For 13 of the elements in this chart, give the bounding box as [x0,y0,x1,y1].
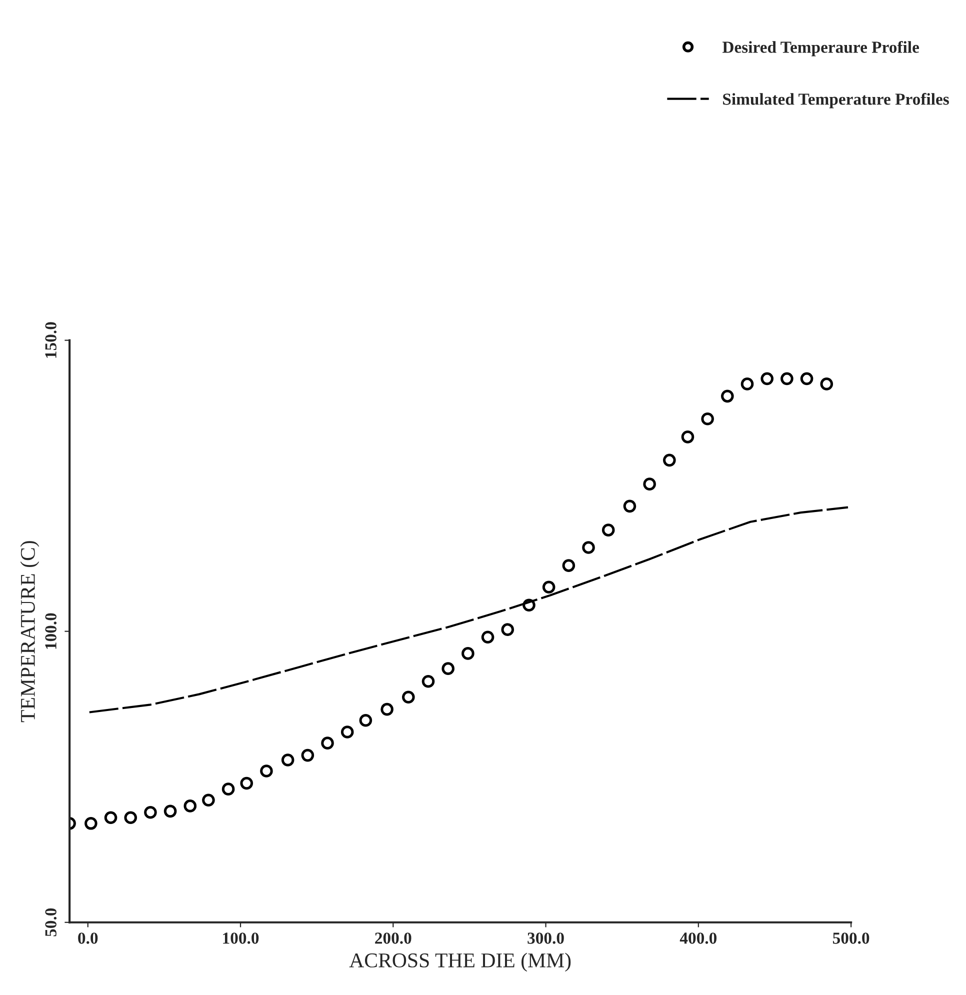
y-tick-label: 150.0 [45,322,57,358]
x-tick-label: 400.0 [680,932,717,944]
y-tick-label: 100.0 [45,613,57,649]
y-tick-label: 50.0 [45,908,57,936]
legend-label: Simulated Temperature Profiles [723,92,949,108]
x-tick-label: 500.0 [832,932,870,944]
x-tick-label: 100.0 [223,932,259,944]
x-axis-title: ACROSS THE DIE (MM) [349,952,571,972]
legend-label: Desired Temperaure Profile [722,40,919,56]
x-tick-label: 300.0 [528,932,564,944]
y-axis-title: TEMPERATURE (C) [20,541,40,722]
x-tick-label: 200.0 [375,932,412,944]
x-tick-label: 0.0 [78,932,98,944]
